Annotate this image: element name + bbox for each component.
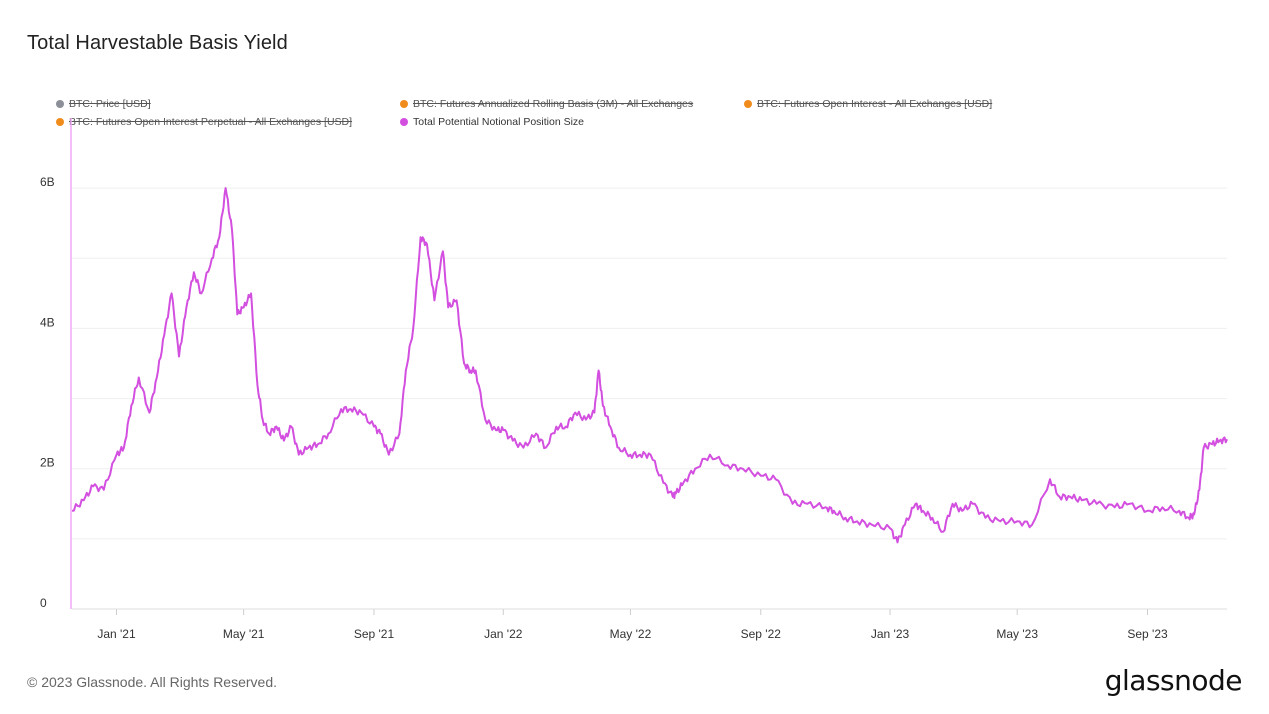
x-tick-label: Jan '22 bbox=[484, 627, 523, 641]
x-tick-label: May '23 bbox=[996, 627, 1038, 641]
x-tick-label: Sep '23 bbox=[1127, 627, 1168, 641]
legend-item-futures-oi[interactable]: BTC: Futures Open Interest - All Exchang… bbox=[744, 98, 992, 110]
x-tick-label: May '22 bbox=[610, 627, 652, 641]
legend-item-futures-basis[interactable]: BTC: Futures Annualized Rolling Basis (3… bbox=[400, 98, 693, 110]
x-tick-label: Sep '22 bbox=[741, 627, 782, 641]
legend-label: BTC: Futures Open Interest Perpetual - A… bbox=[69, 116, 353, 128]
y-axis: 0 2B 4B 6B bbox=[40, 175, 55, 610]
x-axis: Jan '21 May '21 Sep '21 Jan '22 May '22 Sep '… bbox=[97, 609, 1168, 641]
legend-label: BTC: Futures Open Interest - All Exchang… bbox=[757, 98, 993, 110]
legend-dot bbox=[744, 100, 752, 108]
y-tick-label: 6B bbox=[40, 175, 55, 189]
copyright: © 2023 Glassnode. All Rights Reserved. bbox=[27, 674, 278, 690]
legend-dot bbox=[56, 100, 64, 108]
x-tick-label: Jan '23 bbox=[871, 627, 910, 641]
y-tick-label: 2B bbox=[40, 456, 55, 470]
legend-label: BTC: Price [USD] bbox=[69, 98, 151, 110]
legend: BTC: Price [USD] BTC: Futures Annualized… bbox=[56, 98, 1226, 134]
series-line-total-notional bbox=[71, 187, 1228, 544]
legend-dot bbox=[56, 118, 64, 126]
x-tick-label: Jan '21 bbox=[97, 627, 136, 641]
x-tick-label: May '21 bbox=[223, 627, 265, 641]
chart-title: Total Harvestable Basis Yield bbox=[27, 32, 288, 54]
legend-label: BTC: Futures Annualized Rolling Basis (3… bbox=[413, 98, 694, 110]
y-tick-label: 4B bbox=[40, 315, 55, 329]
legend-dot bbox=[400, 100, 408, 108]
y-tick-label: 0 bbox=[40, 596, 47, 610]
glassnode-logo: glassnode bbox=[1104, 664, 1243, 697]
legend-label: Total Potential Notional Position Size bbox=[413, 116, 585, 128]
legend-item-futures-oi-perpetual[interactable]: BTC: Futures Open Interest Perpetual - A… bbox=[56, 116, 352, 128]
gridlines bbox=[72, 187, 1227, 540]
legend-item-btc-price[interactable]: BTC: Price [USD] bbox=[56, 98, 151, 110]
legend-item-total-notional[interactable]: Total Potential Notional Position Size bbox=[400, 116, 584, 128]
legend-dot bbox=[400, 118, 408, 126]
x-tick-label: Sep '21 bbox=[354, 627, 395, 641]
